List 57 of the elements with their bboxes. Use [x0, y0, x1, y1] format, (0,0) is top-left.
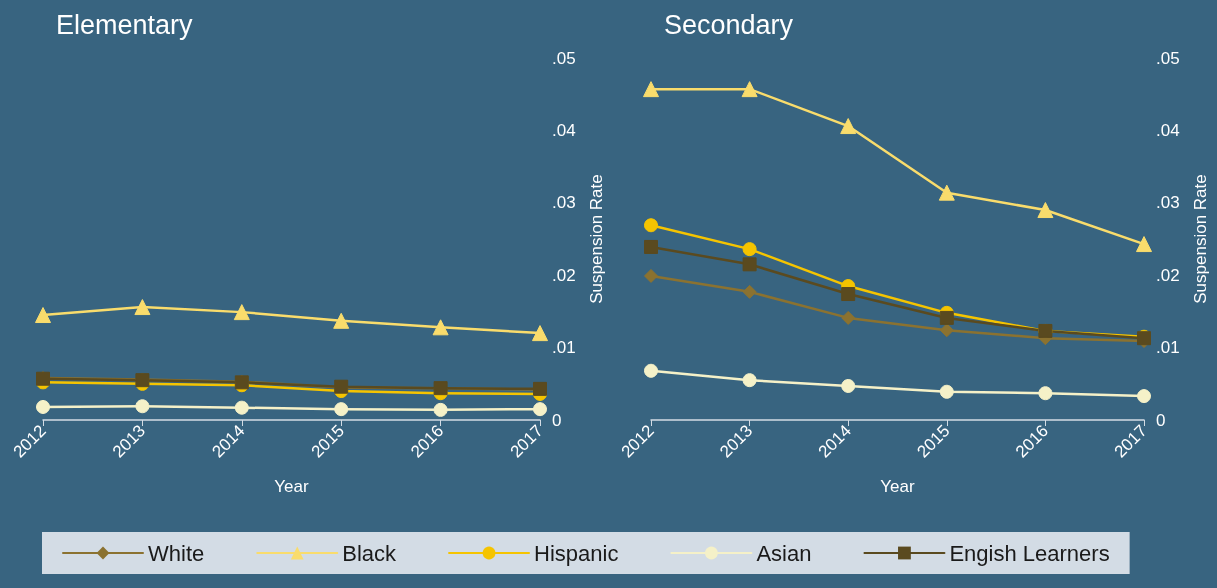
point — [841, 287, 856, 302]
legend-label: Hispanic — [534, 540, 619, 566]
point — [35, 307, 51, 324]
x-axis-title: Year — [274, 477, 310, 496]
point — [741, 81, 758, 98]
y-tick-label: .02 — [1156, 265, 1180, 285]
y-axis-title: Suspension Rate — [1191, 174, 1210, 304]
y-tick-label: .03 — [552, 193, 576, 213]
y-tick-label: 0 — [552, 410, 562, 430]
point — [1136, 236, 1152, 253]
point — [135, 399, 150, 414]
point — [1037, 202, 1054, 219]
legend-label: Engish Learners — [949, 540, 1110, 566]
point — [841, 378, 856, 393]
point — [644, 218, 658, 233]
point — [644, 268, 658, 283]
y-tick-label: .04 — [552, 120, 576, 140]
y-tick-label: .03 — [1156, 193, 1180, 213]
point — [432, 319, 449, 336]
point — [36, 399, 50, 414]
point — [840, 118, 857, 135]
chart-title: Elementary — [56, 9, 194, 40]
y-tick-label: .01 — [552, 338, 576, 358]
point — [742, 242, 757, 257]
point — [533, 402, 547, 417]
y-tick-label: .05 — [1156, 48, 1180, 68]
y-axis-title: Suspension Rate — [587, 174, 606, 304]
legend-label: Black — [342, 540, 398, 566]
legend-label: Asian — [756, 540, 812, 566]
point — [134, 299, 151, 316]
y-tick-label: .04 — [1156, 120, 1180, 140]
point — [742, 257, 757, 272]
point — [841, 310, 856, 325]
y-tick-label: 0 — [1156, 410, 1166, 430]
point — [742, 373, 757, 388]
y-tick-label: .05 — [552, 48, 576, 68]
point — [939, 384, 954, 399]
point — [938, 184, 955, 201]
point — [644, 239, 658, 254]
point — [643, 81, 659, 98]
legend-label: White — [148, 540, 205, 566]
x-axis-title: Year — [880, 477, 916, 496]
point — [1137, 389, 1151, 404]
point — [333, 312, 350, 329]
point — [334, 402, 349, 417]
point — [233, 304, 250, 321]
point — [742, 284, 757, 299]
chart-title: Secondary — [664, 9, 794, 40]
point — [1038, 386, 1053, 401]
point — [532, 325, 548, 342]
point — [433, 402, 448, 417]
point — [644, 363, 658, 378]
point — [939, 323, 954, 338]
point — [234, 400, 249, 415]
y-tick-label: .01 — [1156, 338, 1180, 358]
y-tick-label: .02 — [552, 265, 576, 285]
point — [939, 310, 954, 325]
